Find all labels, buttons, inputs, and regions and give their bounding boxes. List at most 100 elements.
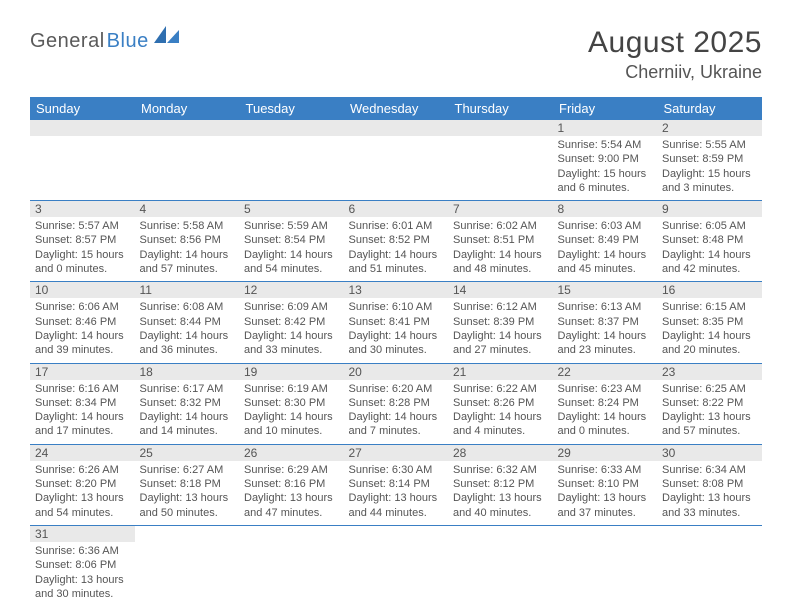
day-info: Sunrise: 6:06 AMSunset: 8:46 PMDaylight:… xyxy=(30,298,135,362)
day-info: Sunrise: 6:22 AMSunset: 8:26 PMDaylight:… xyxy=(448,380,553,444)
day-number: 24 xyxy=(30,445,135,461)
calendar-cell xyxy=(344,525,449,606)
day-info: Sunrise: 6:36 AMSunset: 8:06 PMDaylight:… xyxy=(30,542,135,606)
calendar-cell xyxy=(344,120,449,201)
calendar-cell: 31Sunrise: 6:36 AMSunset: 8:06 PMDayligh… xyxy=(30,525,135,606)
day-number: 31 xyxy=(30,526,135,542)
day-info: Sunrise: 6:29 AMSunset: 8:16 PMDaylight:… xyxy=(239,461,344,525)
day-number: 4 xyxy=(135,201,240,217)
calendar-cell: 1Sunrise: 5:54 AMSunset: 9:00 PMDaylight… xyxy=(553,120,658,201)
day-info: Sunrise: 6:26 AMSunset: 8:20 PMDaylight:… xyxy=(30,461,135,525)
day-number-empty xyxy=(344,120,449,136)
day-info: Sunrise: 6:23 AMSunset: 8:24 PMDaylight:… xyxy=(553,380,658,444)
column-header: Thursday xyxy=(448,97,553,120)
day-info: Sunrise: 6:10 AMSunset: 8:41 PMDaylight:… xyxy=(344,298,449,362)
day-number: 5 xyxy=(239,201,344,217)
day-number: 23 xyxy=(657,364,762,380)
day-number-empty xyxy=(135,120,240,136)
day-info: Sunrise: 6:03 AMSunset: 8:49 PMDaylight:… xyxy=(553,217,658,281)
day-info: Sunrise: 6:25 AMSunset: 8:22 PMDaylight:… xyxy=(657,380,762,444)
calendar-cell xyxy=(657,525,762,606)
calendar-cell: 28Sunrise: 6:32 AMSunset: 8:12 PMDayligh… xyxy=(448,444,553,525)
day-number: 26 xyxy=(239,445,344,461)
month-title: August 2025 xyxy=(588,26,762,60)
day-info: Sunrise: 5:58 AMSunset: 8:56 PMDaylight:… xyxy=(135,217,240,281)
logo-sail-icon xyxy=(154,26,180,49)
day-number: 6 xyxy=(344,201,449,217)
column-header: Sunday xyxy=(30,97,135,120)
day-info: Sunrise: 6:27 AMSunset: 8:18 PMDaylight:… xyxy=(135,461,240,525)
calendar-cell: 13Sunrise: 6:10 AMSunset: 8:41 PMDayligh… xyxy=(344,282,449,363)
column-header: Saturday xyxy=(657,97,762,120)
calendar-week: 31Sunrise: 6:36 AMSunset: 8:06 PMDayligh… xyxy=(30,525,762,606)
day-info: Sunrise: 6:16 AMSunset: 8:34 PMDaylight:… xyxy=(30,380,135,444)
day-number: 25 xyxy=(135,445,240,461)
calendar-cell: 3Sunrise: 5:57 AMSunset: 8:57 PMDaylight… xyxy=(30,201,135,282)
day-number: 14 xyxy=(448,282,553,298)
calendar-cell xyxy=(135,120,240,201)
calendar-header-row: SundayMondayTuesdayWednesdayThursdayFrid… xyxy=(30,97,762,120)
day-number: 10 xyxy=(30,282,135,298)
day-number: 2 xyxy=(657,120,762,136)
day-info: Sunrise: 6:09 AMSunset: 8:42 PMDaylight:… xyxy=(239,298,344,362)
day-number: 15 xyxy=(553,282,658,298)
day-number-empty xyxy=(239,120,344,136)
calendar-cell: 9Sunrise: 6:05 AMSunset: 8:48 PMDaylight… xyxy=(657,201,762,282)
day-number: 22 xyxy=(553,364,658,380)
calendar-cell: 23Sunrise: 6:25 AMSunset: 8:22 PMDayligh… xyxy=(657,363,762,444)
day-info: Sunrise: 5:57 AMSunset: 8:57 PMDaylight:… xyxy=(30,217,135,281)
calendar-table: SundayMondayTuesdayWednesdayThursdayFrid… xyxy=(30,97,762,606)
logo-text-blue: Blue xyxy=(107,30,149,53)
day-info: Sunrise: 5:55 AMSunset: 8:59 PMDaylight:… xyxy=(657,136,762,200)
day-number: 7 xyxy=(448,201,553,217)
column-header: Monday xyxy=(135,97,240,120)
calendar-cell: 4Sunrise: 5:58 AMSunset: 8:56 PMDaylight… xyxy=(135,201,240,282)
calendar-cell: 27Sunrise: 6:30 AMSunset: 8:14 PMDayligh… xyxy=(344,444,449,525)
location: Cherniiv, Ukraine xyxy=(588,62,762,83)
day-number: 27 xyxy=(344,445,449,461)
calendar-week: 10Sunrise: 6:06 AMSunset: 8:46 PMDayligh… xyxy=(30,282,762,363)
day-number: 19 xyxy=(239,364,344,380)
day-info: Sunrise: 6:30 AMSunset: 8:14 PMDaylight:… xyxy=(344,461,449,525)
day-info: Sunrise: 6:02 AMSunset: 8:51 PMDaylight:… xyxy=(448,217,553,281)
day-number: 1 xyxy=(553,120,658,136)
page: General Blue August 2025 Cherniiv, Ukrai… xyxy=(0,0,792,606)
column-header: Tuesday xyxy=(239,97,344,120)
day-number-empty xyxy=(448,120,553,136)
calendar-cell: 19Sunrise: 6:19 AMSunset: 8:30 PMDayligh… xyxy=(239,363,344,444)
calendar-cell: 14Sunrise: 6:12 AMSunset: 8:39 PMDayligh… xyxy=(448,282,553,363)
day-number: 21 xyxy=(448,364,553,380)
calendar-cell: 15Sunrise: 6:13 AMSunset: 8:37 PMDayligh… xyxy=(553,282,658,363)
calendar-cell xyxy=(448,525,553,606)
day-info: Sunrise: 6:17 AMSunset: 8:32 PMDaylight:… xyxy=(135,380,240,444)
calendar-cell: 5Sunrise: 5:59 AMSunset: 8:54 PMDaylight… xyxy=(239,201,344,282)
day-number: 29 xyxy=(553,445,658,461)
calendar-cell xyxy=(30,120,135,201)
day-info: Sunrise: 6:33 AMSunset: 8:10 PMDaylight:… xyxy=(553,461,658,525)
day-number: 13 xyxy=(344,282,449,298)
calendar-cell: 22Sunrise: 6:23 AMSunset: 8:24 PMDayligh… xyxy=(553,363,658,444)
calendar-week: 24Sunrise: 6:26 AMSunset: 8:20 PMDayligh… xyxy=(30,444,762,525)
day-info: Sunrise: 6:34 AMSunset: 8:08 PMDaylight:… xyxy=(657,461,762,525)
day-number: 8 xyxy=(553,201,658,217)
day-info: Sunrise: 6:08 AMSunset: 8:44 PMDaylight:… xyxy=(135,298,240,362)
calendar-body: 1Sunrise: 5:54 AMSunset: 9:00 PMDaylight… xyxy=(30,120,762,606)
day-number: 16 xyxy=(657,282,762,298)
calendar-cell: 26Sunrise: 6:29 AMSunset: 8:16 PMDayligh… xyxy=(239,444,344,525)
calendar-cell: 11Sunrise: 6:08 AMSunset: 8:44 PMDayligh… xyxy=(135,282,240,363)
day-info: Sunrise: 6:13 AMSunset: 8:37 PMDaylight:… xyxy=(553,298,658,362)
day-info: Sunrise: 6:12 AMSunset: 8:39 PMDaylight:… xyxy=(448,298,553,362)
calendar-cell xyxy=(239,120,344,201)
calendar-cell: 10Sunrise: 6:06 AMSunset: 8:46 PMDayligh… xyxy=(30,282,135,363)
day-info: Sunrise: 6:15 AMSunset: 8:35 PMDaylight:… xyxy=(657,298,762,362)
day-info: Sunrise: 6:01 AMSunset: 8:52 PMDaylight:… xyxy=(344,217,449,281)
calendar-cell: 25Sunrise: 6:27 AMSunset: 8:18 PMDayligh… xyxy=(135,444,240,525)
day-number: 18 xyxy=(135,364,240,380)
calendar-cell: 16Sunrise: 6:15 AMSunset: 8:35 PMDayligh… xyxy=(657,282,762,363)
title-block: August 2025 Cherniiv, Ukraine xyxy=(588,26,762,83)
day-info: Sunrise: 5:54 AMSunset: 9:00 PMDaylight:… xyxy=(553,136,658,200)
calendar-cell xyxy=(135,525,240,606)
day-number: 20 xyxy=(344,364,449,380)
calendar-cell xyxy=(448,120,553,201)
logo: General Blue xyxy=(30,30,180,53)
